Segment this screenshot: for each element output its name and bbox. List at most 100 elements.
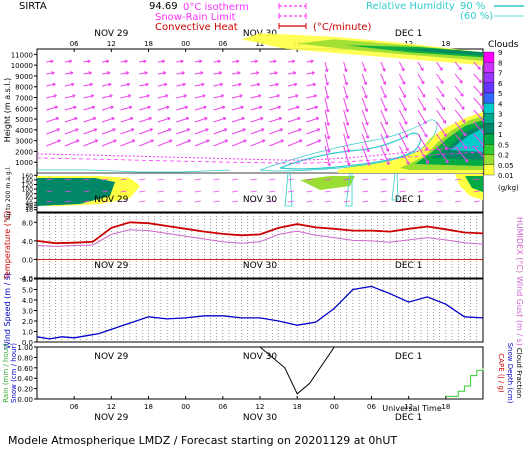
wind-arrow-head-101: [218, 71, 222, 75]
ytick-height-label: 10000: [11, 62, 33, 70]
wind-arrow-head-82: [184, 105, 189, 110]
wind-arrow-low-8: [46, 178, 53, 181]
wind-arrow-168: [324, 97, 329, 113]
wind-arrow-215: [398, 133, 409, 152]
cloud-blob-7: [300, 176, 355, 190]
wind-arrow-17: [64, 128, 79, 135]
ytick-wind-label: 0.0: [22, 339, 33, 347]
wind-arrow-189: [361, 85, 368, 99]
ytick-height-label: 2000: [15, 148, 33, 156]
wind-arrow-head-250: [464, 159, 469, 163]
day-label-precip: DEC 1: [395, 352, 423, 362]
wind-arrow-low-184: [343, 178, 350, 181]
wind-arrow-head-69: [163, 82, 168, 87]
wind-arrow-head-144: [291, 59, 296, 64]
ytick-height-label: 1000: [15, 159, 33, 167]
wind-arrow-179: [343, 97, 349, 113]
wind-arrow-head-67: [161, 59, 166, 64]
wind-arrow-head-236: [442, 120, 447, 124]
colorbar-swatch-5: [483, 103, 495, 114]
wind-arrow-head-140: [280, 139, 284, 143]
temp-series-0: [36, 221, 484, 245]
wind-arrow-low-262: [473, 190, 480, 193]
colorbar-tick: 4: [498, 100, 503, 108]
wind-arrow-head-129: [261, 139, 266, 143]
wind-series-0: [36, 285, 484, 340]
wind-arrow-head-8: [57, 139, 61, 143]
wind-arrow-low-76: [157, 200, 164, 203]
wind-arrow-low-140: [269, 178, 276, 181]
day-label-top: DEC 1: [395, 29, 423, 39]
wind-arrow-head-239: [445, 159, 449, 164]
wind-arrow-head-199: [382, 68, 386, 72]
colorbar-unit: (g/kg): [498, 184, 519, 192]
wind-arrow-head-160: [315, 116, 320, 121]
wind-arrow-head-233: [440, 80, 444, 84]
wind-arrow-169: [324, 109, 330, 126]
wind-arrow-head-159: [314, 105, 319, 110]
wind-arrow-36: [101, 94, 113, 99]
wind-arrow-116: [231, 128, 246, 135]
wind-arrow-head-210: [401, 67, 405, 72]
wind-arrow-170: [324, 121, 330, 140]
wind-arrow-head-211: [401, 81, 406, 85]
ytick-low-label: 30: [25, 203, 33, 210]
wind-arrow-70: [157, 106, 170, 111]
wind-arrow-22: [83, 60, 91, 63]
wind-arrow-low-96: [194, 178, 202, 181]
wind-arrow-low-108: [213, 190, 220, 193]
wind-arrow-224: [417, 109, 427, 124]
legend-label-1: Snow-Rain Limit: [155, 12, 236, 23]
colorbar-tick: 5: [498, 90, 502, 98]
wind-arrow-211: [398, 85, 406, 98]
wind-arrow-head-105: [222, 116, 227, 121]
wind-arrow-head-127: [260, 116, 264, 121]
xtick-top-label: 12: [107, 40, 116, 48]
wind-arrow-head-235: [441, 106, 446, 111]
wind-arrow-154: [306, 60, 314, 63]
wind-arrow-246: [454, 109, 466, 123]
colorbar-tick: 9: [498, 49, 502, 57]
wind-arrow-head-5: [54, 105, 58, 110]
wind-arrow-head-223: [421, 94, 426, 98]
wind-arrow-head-23: [87, 59, 91, 64]
wind-arrow-235: [436, 109, 447, 124]
wind-arrow-head-50: [129, 116, 134, 121]
wind-arrow-low-174: [324, 190, 332, 193]
wind-arrow-187: [361, 61, 367, 72]
wind-arrow-head-49: [128, 105, 133, 110]
wind-arrow-95: [194, 139, 210, 147]
wind-arrow-head-52: [131, 139, 136, 143]
ylabel-temp: Temperature (°C): [3, 210, 12, 280]
ytick-wind-label: 4.0: [22, 297, 33, 305]
ytick-wind-label: 6.0: [22, 276, 33, 284]
colorbar-swatch-9: [483, 144, 495, 155]
wind-arrow-12: [64, 72, 74, 75]
wind-arrow-40: [101, 139, 117, 147]
ytick-low-label: 120: [22, 182, 34, 189]
wind-arrow-low-141: [269, 190, 276, 193]
wind-arrow-50: [120, 128, 135, 135]
wind-arrow-4: [46, 106, 58, 111]
xtick-bottom-label: 12: [107, 403, 116, 411]
wind-arrow-205: [380, 145, 390, 165]
wind-arrow-216: [398, 145, 410, 165]
wind-arrow-62: [139, 139, 154, 147]
ylabel-cloudfrac: Cloud Fraction: [515, 348, 523, 398]
wind-arrow-head-145: [292, 71, 297, 75]
wind-arrow-head-113: [238, 82, 242, 87]
wind-arrow-90: [194, 83, 205, 87]
wind-arrow-low-52: [120, 178, 127, 181]
wind-arrow-head-128: [261, 128, 265, 132]
wind-arrow-low-229: [417, 190, 425, 193]
cloud-blob-4: [450, 128, 483, 152]
wind-arrow-head-122: [254, 59, 258, 64]
wind-arrow-222: [417, 85, 426, 98]
ylabel-cape: CAPE (J / g): [497, 353, 505, 393]
wind-arrow-head-214: [403, 121, 408, 125]
wind-arrow-23: [83, 72, 92, 75]
wind-arrow-low-109: [213, 200, 220, 203]
wind-arrow-159: [306, 117, 319, 123]
wind-arrow-102: [213, 94, 224, 99]
wind-arrow-head-7: [56, 128, 61, 132]
